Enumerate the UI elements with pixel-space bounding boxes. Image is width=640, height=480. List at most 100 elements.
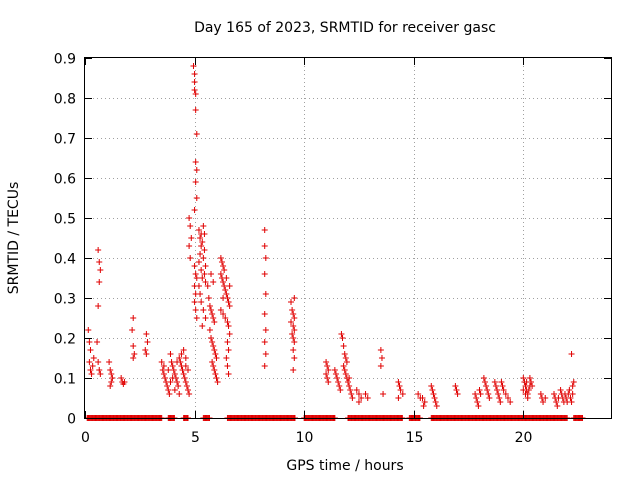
data-point	[95, 247, 102, 253]
data-point	[473, 395, 480, 401]
data-point	[186, 391, 193, 397]
data-point	[211, 347, 218, 353]
data-point	[331, 367, 338, 373]
data-point	[395, 379, 402, 385]
data-point	[289, 331, 296, 337]
data-point	[526, 375, 533, 381]
data-point	[197, 291, 204, 297]
data-point	[130, 315, 137, 321]
data-point	[569, 383, 576, 389]
data-point	[191, 71, 198, 77]
data-point	[225, 323, 232, 329]
data-point	[211, 319, 218, 325]
axis-ticks: 0 0.1 0.2 0.3 0.4 0.5 0.6 0.7 0.8 0.9 0 5 10 15 20	[54, 52, 611, 446]
data-point	[472, 391, 479, 397]
data-point	[97, 267, 104, 273]
data-point	[419, 395, 426, 401]
data-point	[480, 375, 487, 381]
data-point	[496, 395, 503, 401]
data-point	[380, 391, 387, 397]
data-point	[204, 283, 211, 289]
data-point	[261, 227, 268, 233]
data-point	[346, 375, 353, 381]
data-point	[507, 399, 514, 405]
data-point	[198, 243, 205, 249]
data-point	[570, 379, 577, 385]
data-point	[200, 307, 207, 313]
data-point	[504, 395, 511, 401]
y-tick-label: 0.4	[54, 252, 76, 268]
data-point	[87, 367, 94, 373]
data-point	[96, 279, 103, 285]
data-point	[210, 363, 217, 369]
data-point	[217, 271, 224, 277]
data-point	[396, 383, 403, 389]
data-point	[185, 367, 192, 373]
data-point	[86, 359, 93, 365]
data-point	[165, 387, 172, 393]
data-point	[226, 283, 233, 289]
data-point	[288, 319, 295, 325]
data-point	[325, 367, 332, 373]
data-point	[164, 383, 171, 389]
data-point	[108, 379, 115, 385]
data-point	[484, 387, 491, 393]
data-point	[217, 255, 224, 261]
data-point	[222, 287, 229, 293]
data-point	[187, 255, 194, 261]
data-point	[291, 327, 298, 333]
data-point	[90, 355, 97, 361]
data-point	[210, 279, 217, 285]
data-point	[190, 63, 197, 69]
data-point	[261, 339, 268, 345]
data-point	[192, 307, 199, 313]
data-point	[339, 335, 346, 341]
data-point	[342, 371, 349, 377]
data-point	[324, 375, 331, 381]
data-point	[223, 291, 230, 297]
data-point	[200, 255, 207, 261]
data-point	[192, 91, 199, 97]
data-point	[540, 399, 547, 405]
data-point	[168, 359, 175, 365]
data-point	[348, 391, 355, 397]
data-point	[197, 251, 204, 257]
data-point	[261, 311, 268, 317]
data-point	[290, 367, 297, 373]
data-point	[97, 371, 104, 377]
data-point	[121, 379, 128, 385]
data-point	[180, 371, 187, 377]
data-point	[569, 391, 576, 397]
data-point	[195, 227, 202, 233]
data-point	[347, 387, 354, 393]
data-point	[86, 339, 93, 345]
data-point	[199, 275, 206, 281]
data-point	[211, 367, 218, 373]
y-tick-label: 0.6	[54, 172, 76, 188]
x-tick-label: 10	[296, 430, 314, 446]
data-point	[378, 355, 385, 361]
data-point	[174, 379, 181, 385]
data-point	[183, 383, 190, 389]
x-tick-label: 20	[515, 430, 533, 446]
data-point	[377, 363, 384, 369]
data-point	[399, 391, 406, 397]
data-point	[95, 303, 102, 309]
data-point	[485, 391, 492, 397]
data-point	[88, 371, 95, 377]
data-point	[191, 207, 198, 213]
data-point	[338, 331, 345, 337]
data-point	[324, 363, 331, 369]
data-point	[95, 359, 102, 365]
data-point	[193, 167, 200, 173]
data-point	[199, 239, 206, 245]
data-point	[495, 391, 502, 397]
data-point	[433, 403, 440, 409]
data-point	[213, 355, 220, 361]
data-point	[170, 367, 177, 373]
data-point	[353, 387, 360, 393]
data-point	[182, 379, 189, 385]
data-point	[340, 363, 347, 369]
data-point	[165, 367, 172, 373]
data-point	[218, 259, 225, 265]
